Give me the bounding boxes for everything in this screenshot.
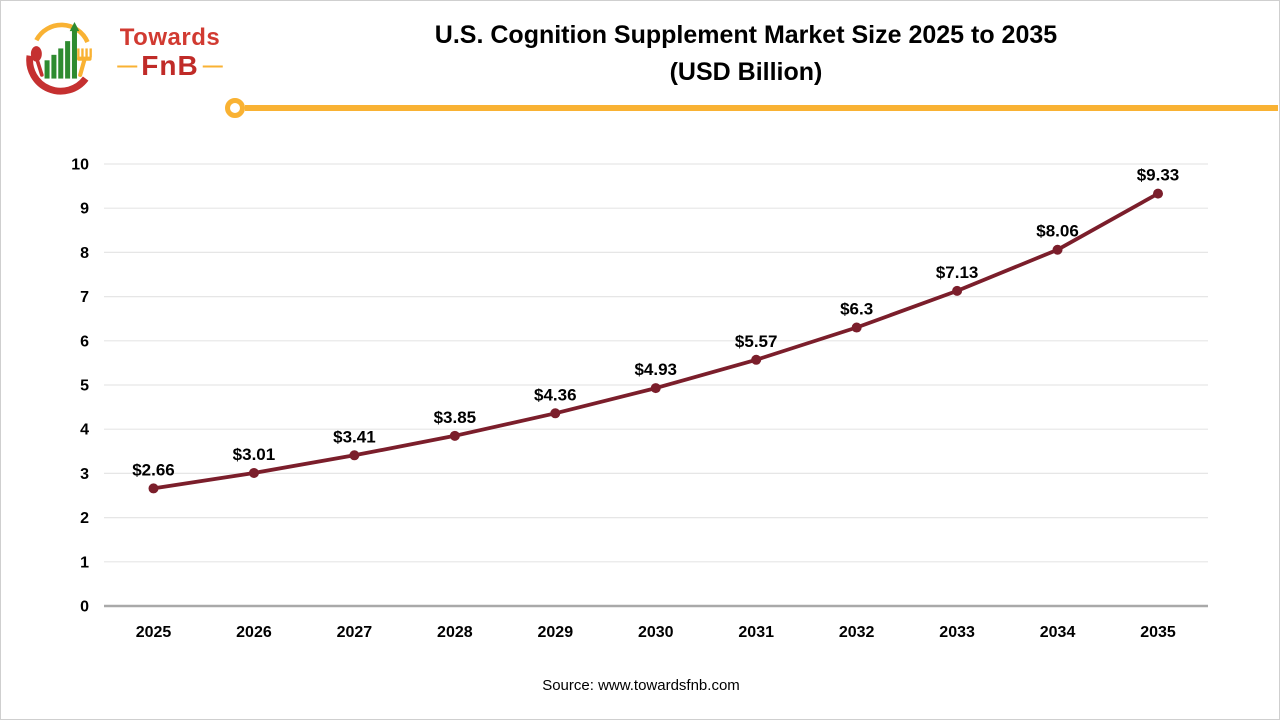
chart-title: U.S. Cognition Supplement Market Size 20… [231, 17, 1261, 91]
logo-bars [44, 21, 80, 79]
data-point-label: $4.93 [634, 360, 677, 379]
y-axis-tick-label: 2 [80, 510, 89, 527]
data-point [751, 354, 762, 365]
data-point-label: $9.33 [1137, 166, 1180, 185]
logo-arc-red [26, 55, 89, 95]
data-point [148, 483, 159, 494]
brand-text: Towards — FnB — [111, 24, 229, 82]
brand-logo: Towards — FnB — [17, 11, 229, 95]
data-point-label: $3.85 [434, 408, 477, 427]
brand-logo-icon [26, 21, 92, 95]
data-point-label: $3.01 [233, 445, 276, 464]
logo-arc-yellow [34, 22, 90, 44]
x-axis-tick-label: 2029 [538, 624, 574, 641]
brand-name-towards: Towards [119, 24, 221, 51]
x-axis-tick-label: 2026 [236, 624, 272, 641]
x-axis-tick-label: 2034 [1040, 624, 1076, 641]
y-axis-tick-label: 7 [80, 289, 89, 306]
y-axis-tick-label: 0 [80, 599, 89, 616]
data-point [1052, 244, 1063, 255]
x-axis-tick-label: 2031 [738, 624, 774, 641]
y-axis-tick-label: 1 [80, 554, 89, 571]
chart-title-line2: (USD Billion) [669, 58, 823, 86]
y-axis-tick-label: 6 [80, 333, 89, 350]
divider-line [245, 105, 1278, 111]
data-point-label: $4.36 [534, 385, 577, 404]
brand-name-fnb: FnB [141, 50, 199, 81]
data-point-label: $3.41 [333, 427, 376, 446]
data-point-label: $8.06 [1036, 222, 1079, 241]
x-axis-tick-label: 2033 [939, 624, 975, 641]
data-point-label: $5.57 [735, 332, 778, 351]
data-point [851, 322, 862, 333]
brand-dash-right: — [202, 54, 223, 77]
data-point-label: $6.3 [840, 300, 873, 319]
logo-spoon-icon [30, 46, 44, 77]
x-axis-tick-label: 2032 [839, 624, 875, 641]
y-axis-tick-label: 5 [80, 378, 89, 395]
x-axis-tick-label: 2027 [337, 624, 373, 641]
chart-title-line1: U.S. Cognition Supplement Market Size 20… [434, 21, 1058, 49]
brand-name-row: — FnB — [111, 50, 229, 82]
data-point [550, 408, 561, 419]
y-axis-tick-label: 10 [71, 157, 89, 174]
data-point [952, 285, 963, 296]
data-point-label: $7.13 [936, 263, 979, 282]
y-axis-tick-label: 4 [80, 422, 89, 439]
data-point-label: $2.66 [132, 460, 175, 479]
y-axis-tick-label: 3 [80, 466, 89, 483]
x-axis-tick-label: 2028 [437, 624, 473, 641]
data-point [1153, 188, 1163, 199]
brand-dash-left: — [117, 54, 138, 77]
y-axis-tick-label: 9 [80, 201, 89, 218]
data-point [248, 467, 259, 478]
x-axis-tick-label: 2030 [638, 624, 674, 641]
data-point [650, 383, 661, 394]
logo-fork-icon [76, 48, 92, 77]
divider-ring-icon [225, 98, 245, 118]
data-point [349, 450, 360, 461]
source-text: Source: www.towardsfnb.com [542, 677, 740, 694]
x-axis-tick-label: 2025 [136, 624, 172, 641]
x-axis-tick-label: 2035 [1140, 624, 1176, 641]
data-point [449, 430, 460, 441]
y-axis-tick-label: 8 [80, 245, 89, 262]
